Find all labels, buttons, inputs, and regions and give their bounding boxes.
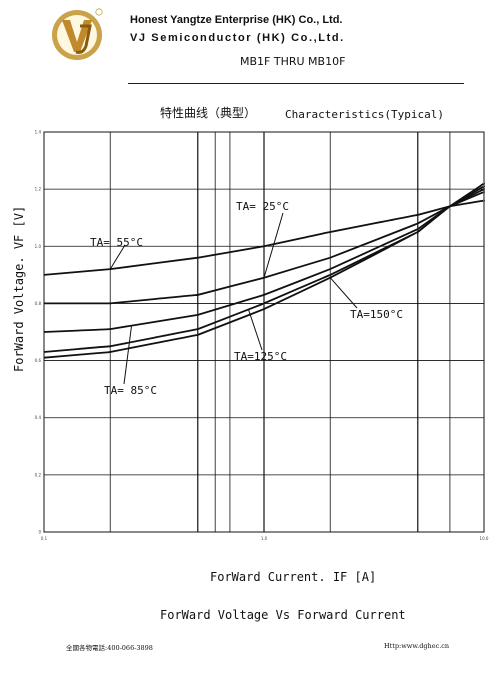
x-axis-label: ForWard Current. IF [A]: [210, 570, 377, 584]
annotation-leader: [109, 244, 126, 270]
y-tick-label: 0.6: [35, 358, 42, 363]
company-name-line2: VJ Semiconductor (HK) Co.,Ltd.: [130, 32, 345, 44]
series-annotation-label: TA=125°C: [234, 350, 287, 363]
annotation-leader: [329, 277, 358, 309]
series-annotation-label: TA= 85°C: [104, 384, 157, 397]
y-tick-label: 1.2: [35, 187, 42, 192]
logo-j-mark: [75, 24, 92, 54]
y-tick-label: 1.0: [35, 244, 42, 249]
registered-icon: [95, 8, 103, 16]
series-annotation-label: TA= 25°C: [236, 200, 289, 213]
y-tick-label: 0.8: [35, 301, 42, 306]
footer-phone: 全國各物電話:400-066-3898: [66, 644, 153, 652]
y-tick-label: 0: [38, 530, 41, 535]
y-axis-label: ForWard Voltage. VF [V]: [12, 205, 26, 372]
annotation-leader: [123, 325, 133, 385]
y-tick-label: 1.4: [35, 130, 42, 135]
chart-subtitle: ForWard Voltage Vs Forward Current: [160, 608, 406, 622]
chart-title-cn: 特性曲线（典型）: [160, 106, 257, 120]
x-tick-label: 0.1: [41, 536, 48, 541]
x-tick-label: 10.0: [480, 536, 489, 541]
y-tick-label: 0.4: [35, 415, 42, 420]
part-range: MB1F THRU MB10F: [240, 55, 346, 68]
company-name-line1: Honest Yangtze Enterprise (HK) Co., Ltd.: [130, 14, 343, 26]
annotation-leader: [263, 212, 284, 278]
series-line-4: [43, 182, 485, 359]
header-divider: [128, 83, 464, 84]
x-tick-label: 1.0: [261, 536, 268, 541]
annotation-leader: [247, 309, 263, 351]
y-tick-label: 0.2: [35, 472, 42, 477]
logo-v-mark: [62, 20, 92, 52]
series-annotation-label: TA= 55°C: [90, 236, 143, 249]
series-annotation-label: TA=150°C: [350, 308, 403, 321]
footer-website: Http:www.dghec.cn: [384, 642, 450, 650]
company-logo: [52, 8, 103, 60]
chart-title-en: Characteristics(Typical): [285, 108, 444, 121]
